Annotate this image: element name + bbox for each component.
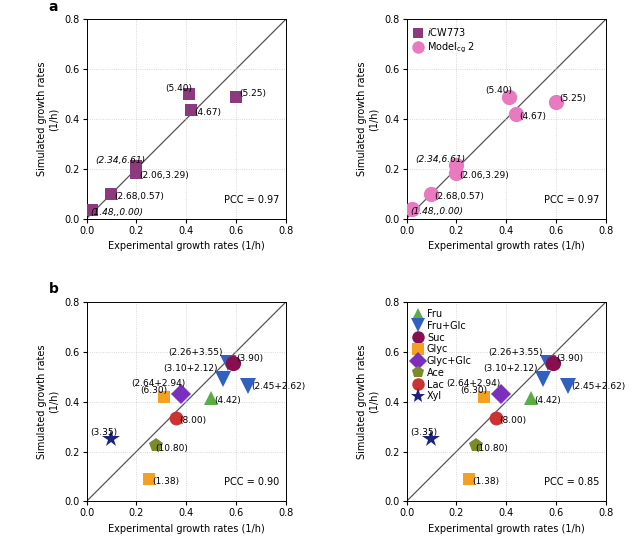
Text: (5.40): (5.40) (165, 84, 192, 93)
Text: (2.45+2.62): (2.45+2.62) (571, 382, 626, 390)
Text: (2.45+2.62): (2.45+2.62) (251, 382, 306, 390)
Text: (2.64+2.94): (2.64+2.94) (447, 379, 501, 388)
Legend: Fru, Fru+Glc, Suc, Glyc, Glyc+Glc, Ace, Lac, Xyl: Fru, Fru+Glc, Suc, Glyc, Glyc+Glc, Ace, … (412, 307, 474, 403)
Text: (3.35): (3.35) (410, 428, 438, 437)
Text: (1.48,,0.00): (1.48,,0.00) (91, 208, 144, 217)
Text: (4.67): (4.67) (194, 108, 221, 118)
Y-axis label: Simulated growth rates
(1/h): Simulated growth rates (1/h) (37, 62, 59, 177)
Text: (5.25): (5.25) (560, 94, 586, 103)
Y-axis label: Simulated growth rates
(1/h): Simulated growth rates (1/h) (37, 344, 59, 459)
Text: PCC = 0.97: PCC = 0.97 (544, 194, 600, 204)
Text: (1.38): (1.38) (473, 477, 500, 486)
Text: (3.10+2.12): (3.10+2.12) (484, 364, 538, 373)
Text: (1.38): (1.38) (152, 477, 180, 486)
Text: (4.42): (4.42) (534, 396, 561, 405)
X-axis label: Experimental growth rates (1/h): Experimental growth rates (1/h) (427, 524, 584, 534)
Text: (2.06,3.29): (2.06,3.29) (459, 170, 509, 179)
Text: PCC = 0.97: PCC = 0.97 (225, 194, 279, 204)
Text: (4.67): (4.67) (519, 112, 546, 121)
Text: (6.30): (6.30) (460, 386, 487, 395)
Text: b: b (48, 282, 59, 296)
X-axis label: Experimental growth rates (1/h): Experimental growth rates (1/h) (108, 241, 265, 251)
Y-axis label: Simulated growth rates
(1/h): Simulated growth rates (1/h) (357, 62, 379, 177)
Text: (5.25): (5.25) (240, 89, 267, 98)
Text: (2.68,0.57): (2.68,0.57) (434, 192, 484, 201)
Text: a: a (48, 0, 58, 13)
X-axis label: Experimental growth rates (1/h): Experimental growth rates (1/h) (108, 524, 265, 534)
Text: (10.80): (10.80) (155, 444, 188, 453)
Text: (6.30): (6.30) (140, 386, 167, 395)
Legend: $\it{i}$CW773, Model$_\mathregular{cg}$ 2: $\it{i}$CW773, Model$_\mathregular{cg}$ … (412, 25, 477, 57)
Text: (2.26+3.55): (2.26+3.55) (489, 348, 543, 357)
Text: PCC = 0.90: PCC = 0.90 (225, 477, 279, 487)
Text: (2.06,3.29): (2.06,3.29) (139, 170, 189, 179)
Text: (2.68,0.57): (2.68,0.57) (114, 192, 165, 201)
Y-axis label: Simulated growth rates
(1/h): Simulated growth rates (1/h) (357, 344, 379, 459)
Text: PCC = 0.85: PCC = 0.85 (544, 477, 600, 487)
Text: (3.90): (3.90) (237, 354, 263, 363)
Text: (5.40): (5.40) (485, 86, 512, 95)
Text: (2.64+2.94): (2.64+2.94) (131, 379, 186, 388)
Text: (8.00): (8.00) (499, 416, 526, 425)
X-axis label: Experimental growth rates (1/h): Experimental growth rates (1/h) (427, 241, 584, 251)
Text: (2.34,6.61): (2.34,6.61) (95, 156, 145, 165)
Text: (3.90): (3.90) (556, 354, 584, 363)
Text: (4.42): (4.42) (214, 396, 241, 405)
Text: (2.26+3.55): (2.26+3.55) (168, 348, 223, 357)
Text: (3.10+2.12): (3.10+2.12) (164, 364, 218, 373)
Text: (8.00): (8.00) (179, 416, 206, 425)
Text: (2.34,6.61): (2.34,6.61) (415, 155, 465, 164)
Text: (10.80): (10.80) (475, 444, 508, 453)
Text: (1.48,,0.00): (1.48,,0.00) (410, 207, 463, 216)
Text: (3.35): (3.35) (91, 428, 117, 437)
